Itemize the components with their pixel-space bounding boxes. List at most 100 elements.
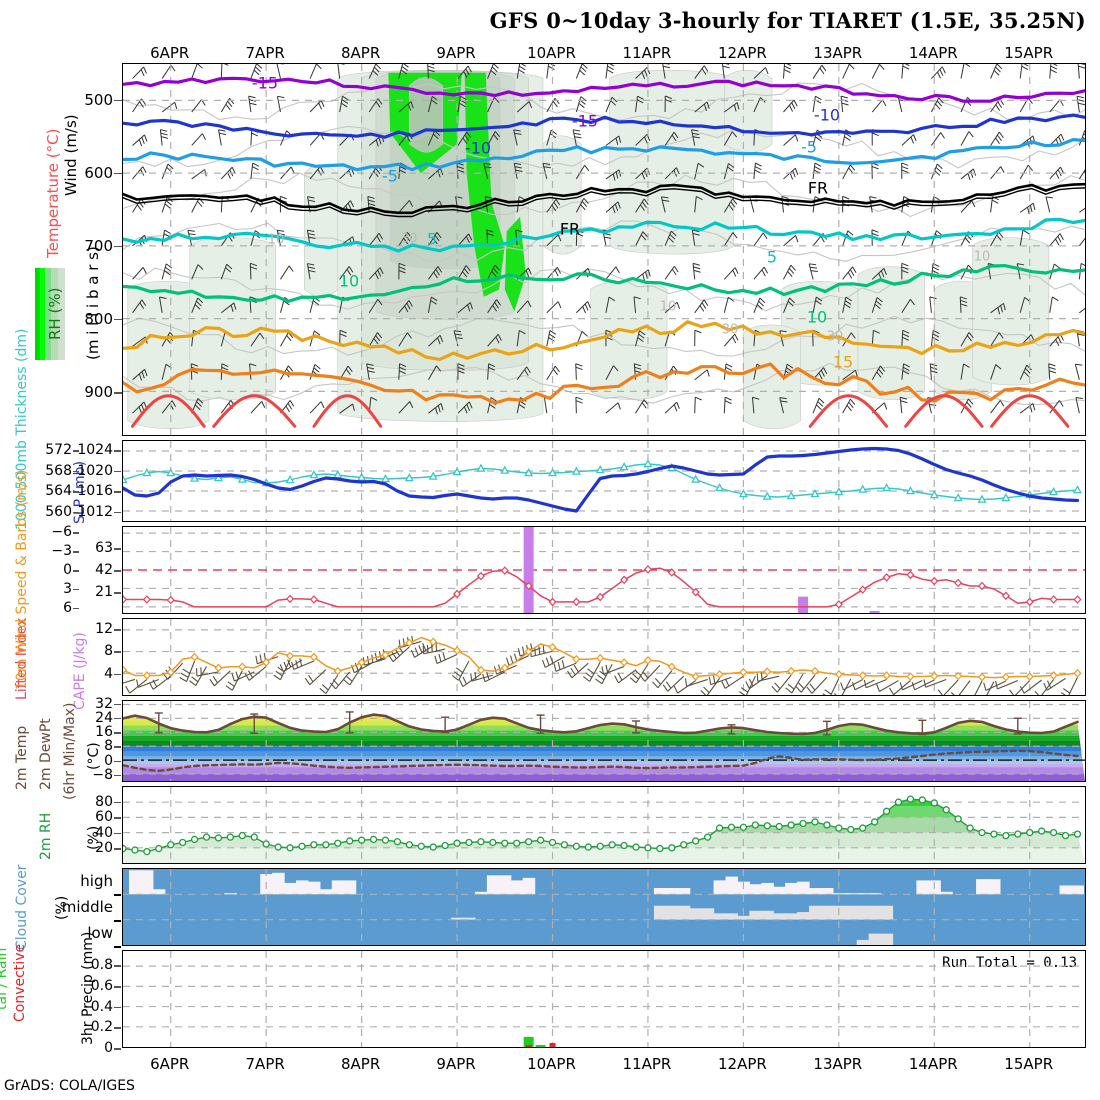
precip-tick-0: 0 xyxy=(104,1040,113,1056)
tick-mark xyxy=(114,511,121,514)
wind-tick-8: 8 xyxy=(104,643,113,660)
tick-mark xyxy=(114,548,121,550)
tick-mark xyxy=(73,607,79,610)
panel-2m-temp-dewpt[interactable] xyxy=(122,700,1086,782)
thickness-tick-564: 564 xyxy=(45,483,72,500)
contour-label: -5 xyxy=(801,137,817,157)
contour-label: 30 xyxy=(721,322,739,338)
tick-mark xyxy=(114,629,121,631)
panel-slp-thickness[interactable] xyxy=(122,440,1086,522)
tick-mark xyxy=(114,570,121,572)
temp-tick-24: 24 xyxy=(95,709,113,726)
cloud-row-middle: middle xyxy=(61,898,113,916)
tick-mark xyxy=(114,746,121,748)
tick-mark xyxy=(73,588,79,591)
temp-tick-16: 16 xyxy=(95,724,113,741)
pressure-axis-label: (m i l l i b a r s) xyxy=(84,246,102,360)
tick-mark xyxy=(114,1027,121,1029)
contour-label: 10 xyxy=(973,249,991,265)
panel-2m-rh[interactable] xyxy=(122,786,1086,864)
li-tick--6: −6 xyxy=(51,524,72,541)
date-tick-13apr: 13APR xyxy=(813,44,863,62)
slp-tick-1024: 1024 xyxy=(77,442,113,459)
contour-label: 10 xyxy=(267,232,285,248)
cloud-row-low: low xyxy=(87,924,113,942)
slp-tick-1020: 1020 xyxy=(77,462,113,479)
wind10m-text: 10m Wind Speed & Barbs (m/s) xyxy=(14,469,30,690)
contour-label: -5 xyxy=(382,166,398,186)
temp-tick-8: 8 xyxy=(104,738,113,755)
contour-label: 30 xyxy=(400,231,418,247)
precip-tick-0.2: 0.2 xyxy=(90,1019,113,1036)
panel-precip[interactable]: Run Total = 0.13 xyxy=(122,950,1086,1048)
contour-label: 5 xyxy=(426,229,438,249)
tick-mark xyxy=(73,450,79,452)
panel-cloud-cover[interactable] xyxy=(122,868,1086,946)
tick-mark xyxy=(114,470,121,473)
wind-tick-12: 12 xyxy=(95,621,113,638)
tick-mark xyxy=(114,894,121,896)
cloud-cover-label: Cloud Cover xyxy=(14,864,30,950)
tick-mark xyxy=(114,760,121,763)
cape-tick-63: 63 xyxy=(95,540,113,556)
li-tick--3: −3 xyxy=(51,543,72,560)
date-tick-6apr: 6APR xyxy=(150,44,190,62)
dewpt2m-label: 2m DewPt xyxy=(38,718,54,790)
tick-mark xyxy=(73,532,79,534)
contour-label: -10 xyxy=(813,105,841,125)
precip-tick-0.6: 0.6 xyxy=(90,978,113,995)
temp-tick-0: 0 xyxy=(104,752,113,769)
contour-label: 15 xyxy=(832,352,854,372)
temp2m-label: 2m Temp xyxy=(14,725,30,790)
precip-tick-0.4: 0.4 xyxy=(90,998,113,1015)
page-title: GFS 0~10day 3-hourly for TIARET (1.5E, 3… xyxy=(489,8,1086,33)
li-tick-6: 6 xyxy=(63,599,72,616)
upper-wind-label: Wind (m/s) xyxy=(62,114,80,196)
tick-mark xyxy=(114,832,121,835)
cloud-row-high: high xyxy=(80,872,113,890)
tick-mark xyxy=(114,592,121,594)
temp-tick--8: −8 xyxy=(92,766,113,783)
precip-tick-0.8: 0.8 xyxy=(90,957,113,974)
tick-mark xyxy=(114,651,121,653)
panel-lifted-index-cape[interactable] xyxy=(122,526,1086,614)
precip-total-label: tal / Rain xyxy=(0,947,10,1010)
cape-tick-42: 42 xyxy=(95,562,113,578)
thickness-tick-568: 568 xyxy=(45,462,72,479)
tick-mark xyxy=(73,570,79,572)
thickness-tick-560: 560 xyxy=(45,503,72,520)
slp-tick-1012: 1012 xyxy=(77,503,113,520)
tick-mark xyxy=(114,318,122,321)
wind10m-speed-label: 10m Wind Speed & Barbs (m/s) xyxy=(14,470,30,690)
pressure-tick-800: 800 xyxy=(84,309,113,328)
tick-mark xyxy=(73,470,79,473)
pressure-tick-600: 600 xyxy=(84,163,113,182)
date-tick-7apr: 7APR xyxy=(245,1055,285,1073)
rh-legend-swatch xyxy=(35,268,65,360)
thickness-tick-572: 572 xyxy=(45,442,72,459)
contour-label: FR xyxy=(559,219,581,239)
contour-label: -15 xyxy=(251,73,279,93)
tick-mark xyxy=(114,848,121,850)
panel-upper-air[interactable] xyxy=(122,63,1086,436)
contour-label: 5 xyxy=(766,247,778,267)
contour-label: FR xyxy=(807,178,829,198)
minmax-label: (6hr Min/Max) xyxy=(62,702,78,800)
tick-mark xyxy=(114,99,122,102)
contour-label: 30 xyxy=(826,329,844,345)
date-tick-10apr: 10APR xyxy=(527,44,576,62)
date-tick-12apr: 12APR xyxy=(717,44,767,62)
pressure-tick-900: 900 xyxy=(84,383,113,402)
wind-tick-4: 4 xyxy=(104,665,113,682)
tick-mark xyxy=(114,450,121,452)
temp2m-unit-label: (°C) xyxy=(86,742,102,770)
date-tick-6apr: 6APR xyxy=(150,1055,190,1073)
tick-mark xyxy=(114,1006,121,1009)
panel-10m-wind[interactable] xyxy=(122,618,1086,696)
date-tick-11apr: 11APR xyxy=(622,1055,672,1073)
tick-mark xyxy=(114,703,121,706)
cape-tick-21: 21 xyxy=(95,584,113,600)
precip-convective-label: Convective xyxy=(12,943,28,1022)
date-tick-14apr: 14APR xyxy=(908,1055,958,1073)
date-tick-11apr: 11APR xyxy=(622,44,672,62)
